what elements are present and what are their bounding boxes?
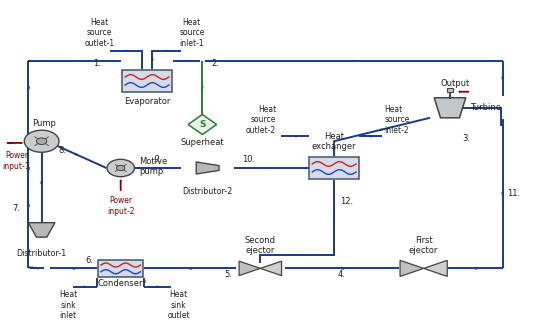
Polygon shape (28, 223, 55, 237)
Text: Power
input-2: Power input-2 (107, 197, 134, 216)
Text: Superheat: Superheat (180, 138, 224, 147)
Circle shape (24, 130, 59, 152)
Circle shape (107, 159, 134, 177)
Text: S: S (199, 120, 205, 129)
Polygon shape (400, 260, 424, 277)
Text: Heat
sink
inlet: Heat sink inlet (59, 290, 77, 320)
Text: Heat
source
outlet-1: Heat source outlet-1 (85, 18, 114, 47)
Circle shape (36, 138, 47, 144)
Text: Condenser: Condenser (98, 280, 143, 288)
Text: Second
ejector: Second ejector (245, 236, 276, 255)
Text: 5.: 5. (225, 270, 233, 279)
FancyBboxPatch shape (309, 157, 359, 179)
Text: Heat
sink
outlet: Heat sink outlet (167, 290, 190, 320)
Text: Heat
source
inlet-1: Heat source inlet-1 (179, 18, 204, 47)
Text: 11.: 11. (507, 190, 520, 199)
FancyBboxPatch shape (98, 260, 143, 277)
Text: 12.: 12. (340, 197, 354, 206)
FancyBboxPatch shape (447, 88, 453, 92)
Text: 7.: 7. (12, 205, 20, 213)
Text: First
ejector: First ejector (409, 236, 438, 255)
Circle shape (117, 165, 125, 171)
Text: Motive
pump: Motive pump (139, 157, 167, 176)
Polygon shape (188, 115, 217, 134)
Text: Distributor-1: Distributor-1 (17, 249, 67, 258)
Text: 10.: 10. (242, 155, 255, 164)
Text: Heat
source
inlet-2: Heat source inlet-2 (384, 105, 409, 134)
Text: Heat
exchanger: Heat exchanger (312, 132, 356, 151)
Polygon shape (261, 261, 281, 276)
Text: Pump: Pump (32, 119, 56, 128)
Text: Evaporator: Evaporator (124, 97, 170, 106)
FancyBboxPatch shape (122, 70, 172, 92)
Text: 3.: 3. (462, 134, 470, 143)
Text: 4.: 4. (338, 270, 346, 279)
Text: 1.: 1. (93, 59, 101, 68)
Text: 6.: 6. (85, 256, 93, 265)
Text: Power
input-1: Power input-1 (3, 151, 30, 171)
Polygon shape (434, 98, 466, 118)
Text: Distributor-2: Distributor-2 (182, 187, 233, 197)
Text: Turbine: Turbine (470, 103, 501, 112)
Text: Output: Output (441, 79, 470, 88)
Polygon shape (239, 261, 261, 276)
Text: Heat
source
outlet-2: Heat source outlet-2 (246, 105, 276, 134)
Polygon shape (424, 260, 447, 277)
Text: 9.: 9. (154, 155, 162, 164)
Text: 2.: 2. (212, 59, 220, 68)
Polygon shape (196, 162, 219, 174)
Text: 8.: 8. (59, 146, 67, 155)
